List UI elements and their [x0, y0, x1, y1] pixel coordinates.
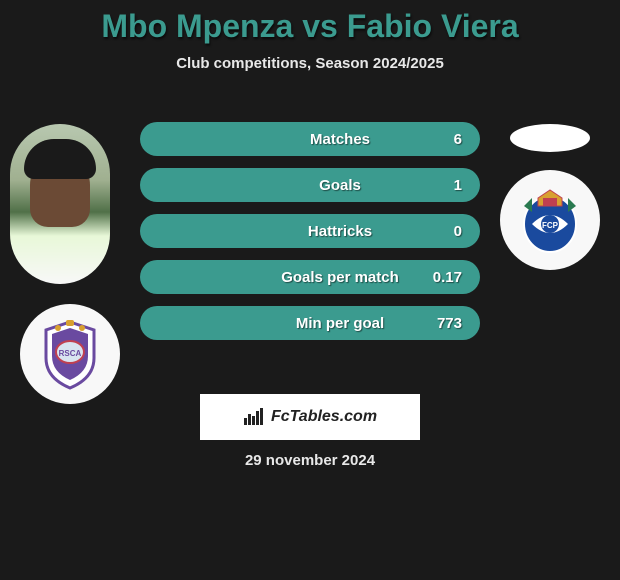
- stat-row: Hattricks 0: [140, 214, 480, 248]
- stat-row: Goals 1: [140, 168, 480, 202]
- stat-row: Min per goal 773: [140, 306, 480, 340]
- stat-row: Matches 6: [140, 122, 480, 156]
- stat-label: Matches: [258, 131, 422, 148]
- stats-container: Matches 6 Goals 1 Hattricks 0 Goals per …: [140, 122, 480, 352]
- bar-chart-icon: [243, 408, 265, 426]
- svg-text:FCP: FCP: [542, 221, 559, 230]
- shield-icon: RSCA: [38, 318, 102, 390]
- player-face-placeholder: [30, 157, 90, 227]
- stat-label: Goals per match: [258, 269, 422, 286]
- branding-text: FcTables.com: [271, 408, 377, 426]
- stat-label: Min per goal: [258, 315, 422, 332]
- branding-badge: FcTables.com: [200, 394, 420, 440]
- stat-value: 6: [422, 131, 462, 148]
- player-photo-left: [10, 124, 110, 284]
- svg-text:RSCA: RSCA: [59, 349, 82, 358]
- club-crest-right: FCP: [500, 170, 600, 270]
- subtitle: Club competitions, Season 2024/2025: [0, 55, 620, 72]
- player-photo-right-placeholder: [510, 124, 590, 152]
- stat-value: 0.17: [422, 269, 462, 286]
- page-title: Mbo Mpenza vs Fabio Viera: [0, 0, 620, 45]
- stat-label: Hattricks: [258, 223, 422, 240]
- club-crest-left: RSCA: [20, 304, 120, 404]
- stat-value: 773: [422, 315, 462, 332]
- shield-icon: FCP: [518, 184, 582, 256]
- stat-label: Goals: [258, 177, 422, 194]
- stat-row: Goals per match 0.17: [140, 260, 480, 294]
- stat-value: 0: [422, 223, 462, 240]
- date-text: 29 november 2024: [0, 452, 620, 469]
- stat-value: 1: [422, 177, 462, 194]
